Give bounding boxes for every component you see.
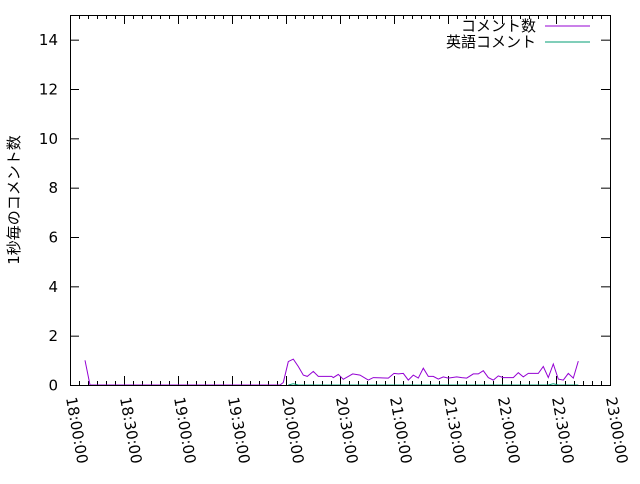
legend-label: コメント数 bbox=[461, 17, 536, 35]
x-tick-label: 21:30:00 bbox=[440, 396, 469, 465]
x-tick-label: 21:00:00 bbox=[386, 396, 415, 465]
y-tick-label: 12 bbox=[39, 81, 58, 99]
y-tick-labels: 0 2 4 6 8 10 12 14 bbox=[39, 31, 58, 394]
y-tick-label: 8 bbox=[48, 179, 58, 197]
series-line-0 bbox=[84, 358, 579, 386]
y-axis-label: 1秒毎のコメント数 bbox=[5, 135, 23, 265]
x-tick-label: 18:00:00 bbox=[62, 396, 91, 465]
x-tick-labels: 18:00:00 18:30:00 19:00:00 19:30:00 20:00:00… bbox=[62, 396, 631, 465]
x-tick-label: 19:00:00 bbox=[170, 396, 199, 465]
y-tick-label: 10 bbox=[39, 130, 58, 148]
x-tick-label: 20:00:00 bbox=[278, 396, 307, 465]
x-tick-label: 23:00:00 bbox=[602, 396, 631, 465]
plot-frame bbox=[70, 15, 611, 386]
x-tick-label: 18:30:00 bbox=[116, 396, 145, 465]
y-tick-label: 14 bbox=[39, 31, 58, 49]
y-tick-label: 2 bbox=[48, 327, 58, 345]
y-tick-label: 6 bbox=[48, 229, 58, 247]
legend-label: 英語コメント bbox=[446, 33, 536, 51]
x-tick-label: 22:00:00 bbox=[494, 396, 523, 465]
x-tick-label: 19:30:00 bbox=[224, 396, 253, 465]
axis-ticks bbox=[70, 15, 611, 386]
y-tick-label: 0 bbox=[48, 377, 58, 395]
x-tick-label: 20:30:00 bbox=[332, 396, 361, 465]
y-tick-label: 4 bbox=[48, 278, 58, 296]
x-tick-label: 22:30:00 bbox=[548, 396, 577, 465]
